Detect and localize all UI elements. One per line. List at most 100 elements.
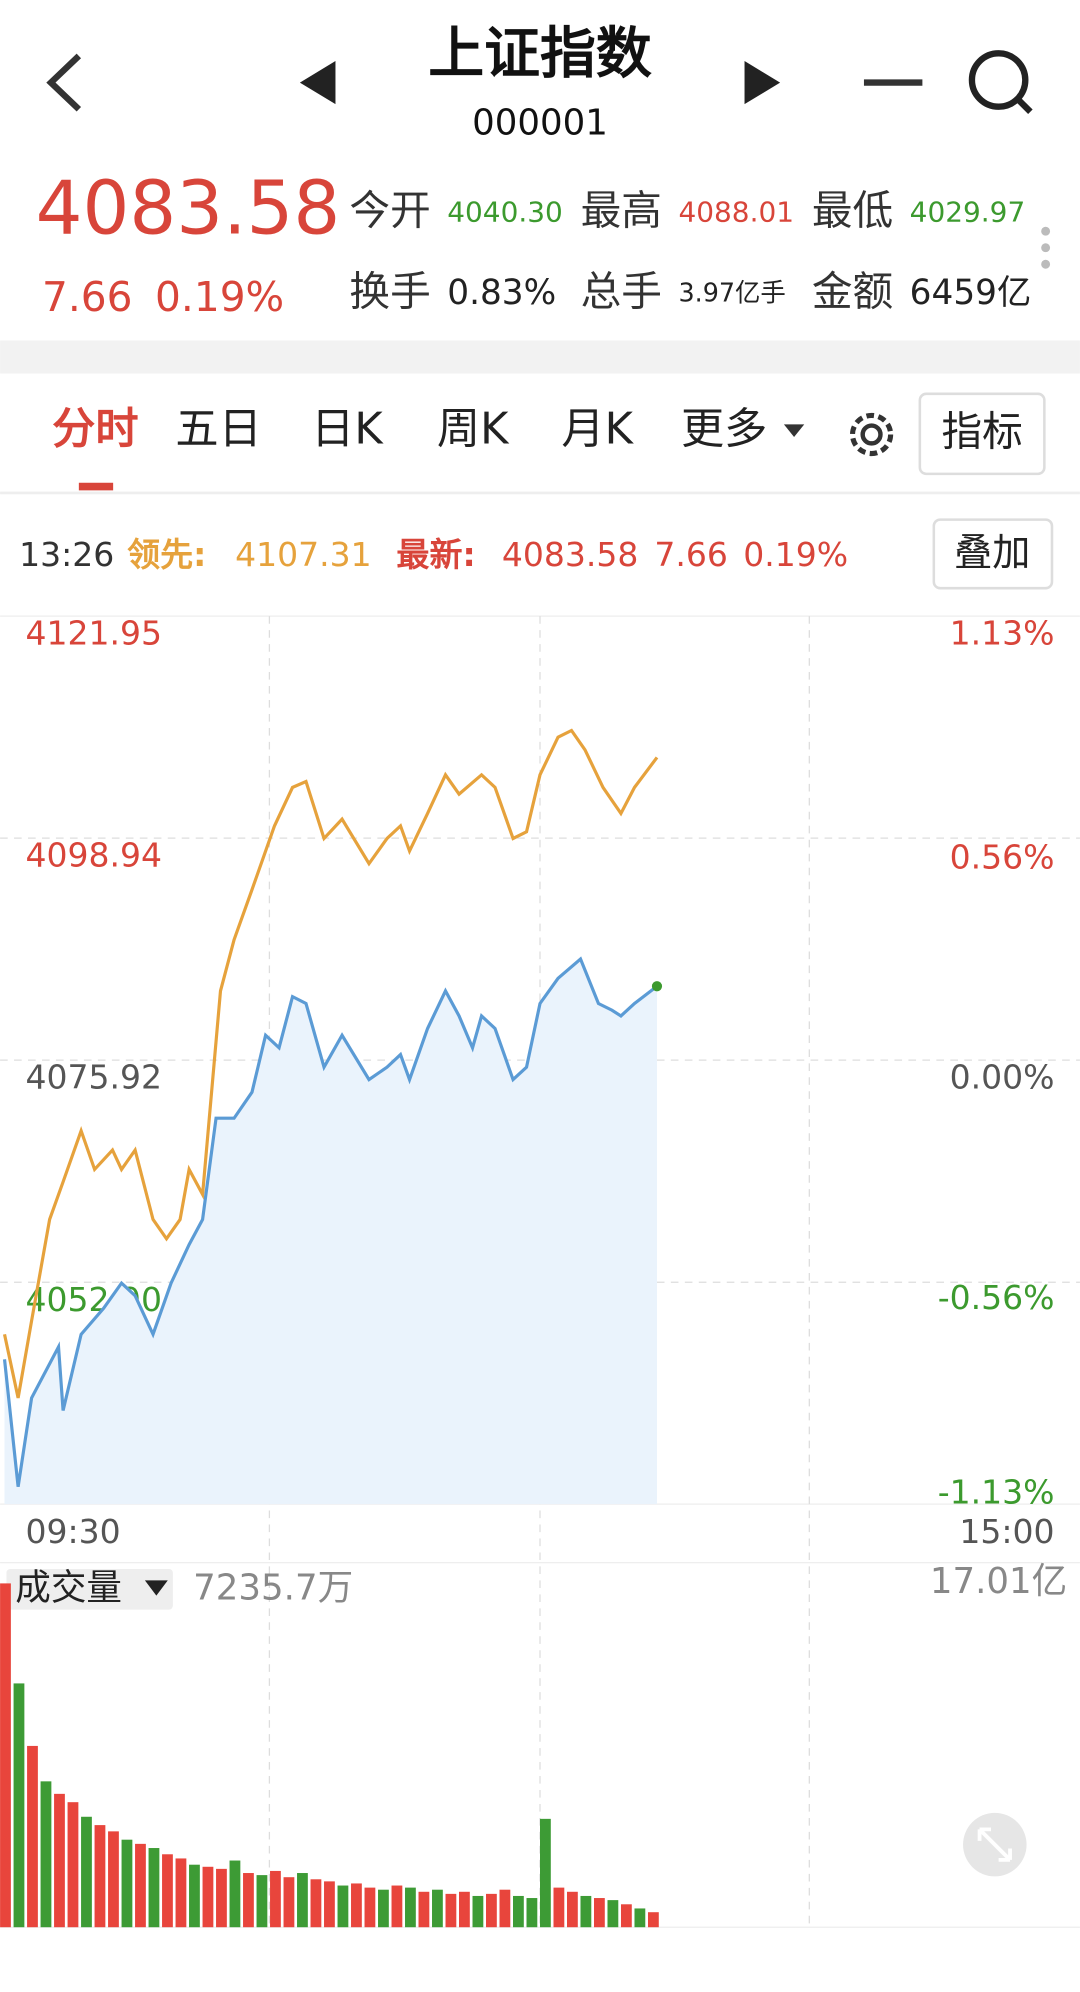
stat-label: 最高 [581,186,662,234]
dot [1041,226,1051,236]
code: 000001 [472,103,608,144]
latest-label: 最新: [396,535,475,574]
volume-bar [270,1870,281,1928]
y-tick-label: 4098.94 [25,836,162,875]
volume-bar [607,1900,619,1928]
overlay-button[interactable] [932,518,1054,590]
x-tick-label: 15:00 [959,1512,1054,1551]
back-button[interactable] [46,53,82,112]
price-area [4,959,658,1505]
indicator-button[interactable] [918,392,1046,476]
stat-label: 最低 [812,186,893,234]
volume-bar [202,1866,214,1928]
expand-icon [977,1827,1012,1862]
volume-bar [135,1843,146,1928]
settings-button[interactable] [849,412,894,457]
stat-label: 总手 [581,268,662,316]
volume-bar [121,1839,133,1928]
change: 7.66 [42,273,132,321]
volume-bar [405,1887,416,1928]
volume-bar [54,1793,65,1928]
volume-bar [486,1893,497,1928]
stat-value: 6459亿 [910,273,1032,313]
time: 13:26 [19,535,114,574]
change-pct: 0.19% [155,273,284,321]
volume-bar [283,1877,295,1928]
latest-change-pct: 0.19% [743,535,848,574]
tab[interactable]: 更多 [681,404,767,454]
stat-value: 4088.01 [678,195,794,228]
volume-bar [459,1891,470,1928]
volume-plot: 17.01亿 [0,1561,1067,1928]
price-line [2,956,658,1487]
more-arrow [783,424,805,438]
volume-bar [216,1868,227,1928]
y2-tick-label: 0.00% [950,1058,1055,1097]
volume-title: 成交量 [15,1567,122,1608]
volume-bar [593,1898,605,1928]
volume-bar [243,1873,254,1928]
price-plot: 4121.954098.944075.924052.904029.891.13%… [0,614,1080,1551]
stat-label: 今开 [349,186,430,234]
last-point [651,981,663,992]
volume-bar [297,1873,308,1928]
volume-bar [148,1848,160,1928]
volume-bar [526,1898,538,1928]
tab[interactable]: 周K [437,404,510,454]
volume-bar [620,1904,632,1928]
volume-bar [162,1854,173,1928]
tab[interactable]: 日K [311,404,384,454]
search-button[interactable] [968,50,1033,115]
volume-arrow [144,1580,168,1596]
volume-bar [566,1891,578,1928]
volume-bar [67,1802,79,1928]
tabs: 分时 五日 日K 周K 月K 更多 [52,404,767,454]
volume-bar [445,1893,457,1928]
prev-button[interactable] [299,60,336,105]
tab[interactable]: 分时 [52,404,138,454]
y2-tick-label: -0.56% [938,1278,1055,1317]
volume-bar [647,1912,659,1928]
volume-bar [418,1891,430,1928]
stat-label: 换手 [349,268,430,316]
search-icon [968,50,1029,110]
volume-bar [13,1683,25,1928]
y-tick-label: 4121.95 [25,614,162,653]
volume-bar [513,1895,524,1928]
volume-bar [229,1860,241,1928]
volume-bar [81,1816,92,1928]
gear-hub [860,423,883,446]
more-menu[interactable] [1041,226,1051,269]
volume-bar [378,1889,389,1928]
lead-value: 4107.31 [235,535,372,574]
indicator-label: 指标 [941,407,1022,455]
volume-latest: 7235.7万 [193,1567,353,1608]
volume-bar [310,1879,322,1928]
tab[interactable]: 月K [561,404,634,454]
volume-selector[interactable] [6,1568,173,1610]
volume-bar [499,1889,511,1928]
latest-change: 7.66 [654,535,728,574]
next-button[interactable] [744,60,781,105]
y2-tick-label: -1.13% [938,1473,1055,1512]
volume-bar [472,1895,484,1928]
stat-value: 4040.30 [447,195,563,228]
session-grid [268,616,810,1928]
stat-label: 金额 [812,268,893,316]
lead-label: 领先: [127,535,206,574]
latest-value: 4083.58 [502,535,639,574]
price-line [2,728,659,1399]
volume-bar [256,1875,268,1928]
volume-bar [175,1858,187,1928]
expand-button[interactable] [963,1812,1027,1877]
overlay-label: 叠加 [954,531,1030,575]
volume-bar [364,1887,376,1928]
tab[interactable]: 五日 [175,404,261,454]
volume-bar [324,1881,335,1928]
volume-bar [189,1864,200,1928]
price: 4083.58 [36,166,341,251]
volume-bar [0,1583,11,1928]
volume-bar [40,1781,52,1928]
volume-bar [580,1895,592,1928]
